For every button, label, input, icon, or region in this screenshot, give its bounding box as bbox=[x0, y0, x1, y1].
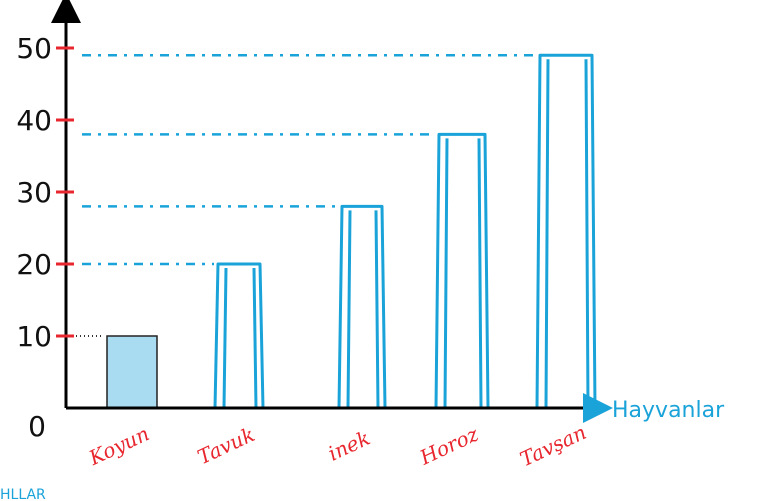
category-label: Horoz bbox=[415, 422, 482, 470]
bar-inner-stroke bbox=[346, 210, 380, 409]
category-label: Koyun bbox=[84, 421, 153, 470]
bar bbox=[106, 335, 158, 409]
footer-label: HLLAR bbox=[0, 487, 46, 501]
bars bbox=[106, 53, 597, 409]
bar-inner-stroke bbox=[443, 138, 483, 409]
y-tick-label: 20 bbox=[16, 248, 52, 281]
y-ticks: 0 10 20 30 40 50 bbox=[16, 32, 74, 443]
category-label: inek bbox=[324, 426, 373, 466]
bar-inner-stroke bbox=[544, 59, 590, 409]
y-tick-label: 40 bbox=[16, 104, 52, 137]
y-tick-label: 0 bbox=[28, 410, 46, 443]
guide-lines bbox=[76, 53, 536, 337]
category-labels: Koyun Tavuk inek Horoz Tavşan bbox=[84, 420, 590, 471]
bar bbox=[535, 53, 597, 409]
y-tick-label: 30 bbox=[16, 176, 52, 209]
bar bbox=[213, 262, 265, 409]
category-label: Tavuk bbox=[194, 422, 259, 469]
bar bbox=[434, 132, 490, 409]
y-tick-label: 10 bbox=[16, 320, 52, 353]
bar-inner-stroke bbox=[222, 267, 258, 409]
category-label: Tavşan bbox=[516, 420, 590, 471]
bar bbox=[337, 204, 387, 409]
x-axis-title: Hayvanlar bbox=[612, 398, 725, 423]
y-tick-label: 50 bbox=[16, 32, 52, 65]
